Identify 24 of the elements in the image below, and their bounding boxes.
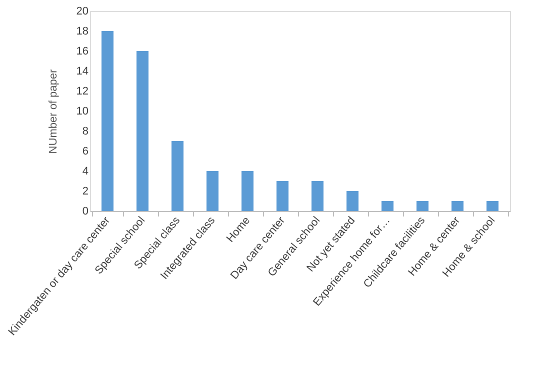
bar	[136, 51, 148, 211]
y-tick-label: 18	[76, 26, 88, 38]
bar	[312, 181, 324, 211]
y-tick-label: 16	[76, 46, 88, 58]
bar	[416, 201, 428, 211]
bar	[346, 191, 358, 211]
bar	[276, 181, 288, 211]
bar	[206, 171, 218, 211]
y-tick-label: 2	[82, 186, 88, 198]
y-tick-label: 20	[76, 6, 88, 18]
y-tick-label: 10	[76, 106, 88, 118]
bar	[102, 31, 114, 211]
y-tick-label: 14	[76, 66, 88, 78]
bar	[382, 201, 394, 211]
y-tick-label: 12	[76, 86, 88, 98]
bar	[242, 171, 254, 211]
y-tick-label: 4	[82, 166, 88, 178]
y-tick-label: 0	[82, 206, 88, 218]
bar	[452, 201, 464, 211]
bar	[486, 201, 498, 211]
y-tick-label: 6	[82, 146, 88, 158]
bar	[172, 141, 184, 211]
y-tick-label: 8	[82, 126, 88, 138]
y-axis-title: NUmber of paper	[47, 68, 60, 154]
